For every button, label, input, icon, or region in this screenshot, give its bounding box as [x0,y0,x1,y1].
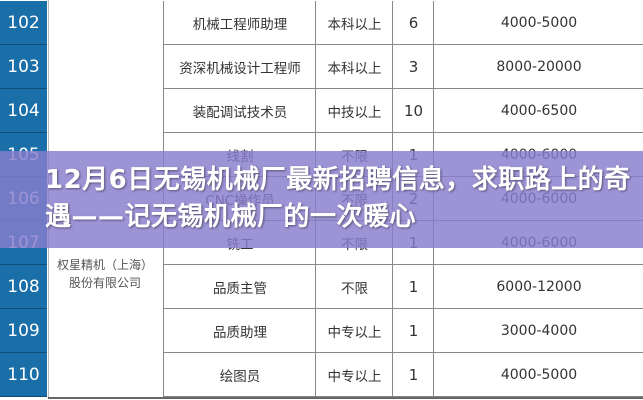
title-banner [0,151,643,248]
table-row: 104 装配调试技术员 中技以上 10 4000-6500 [0,89,643,133]
count-cell: 1 [392,265,434,309]
salary-cell: 4000-5000 [433,353,643,397]
salary-cell: 4000-5000 [433,1,643,45]
row-number: 108 [0,265,47,309]
table-row: 102 机械工程师助理 本科以上 6 4000-5000 [0,1,643,45]
row-number: 103 [0,45,47,89]
row-number: 104 [0,89,47,133]
article-title: 12月6日无锡机械厂最新招聘信息，求职路上的奇遇——记无锡机械厂的一次暖心 [45,165,631,232]
position-cell: 装配调试技术员 [163,89,316,133]
table-bottom-border [48,397,643,399]
education-cell: 中专以上 [315,309,393,353]
position-cell: 品质助理 [163,309,316,353]
education-cell: 不限 [315,265,393,309]
count-cell: 3 [392,45,434,89]
count-cell: 1 [392,353,434,397]
table-row: 110 绘图员 中专以上 1 4000-5000 [0,353,643,397]
row-number: 110 [0,353,47,397]
position-cell: 品质主管 [163,265,316,309]
count-cell: 10 [392,89,434,133]
salary-cell: 6000-12000 [433,265,643,309]
table-row: 108 品质主管 不限 1 6000-12000 [0,265,643,309]
count-cell: 6 [392,1,434,45]
table-row: 109 品质助理 中专以上 1 3000-4000 [0,309,643,353]
row-number: 102 [0,1,47,45]
position-cell: 机械工程师助理 [163,1,316,45]
education-cell: 本科以上 [315,45,393,89]
company-name: 权星精机（上海）股份有限公司 [56,258,153,290]
position-cell: 资深机械设计工程师 [163,45,316,89]
education-cell: 中专以上 [315,353,393,397]
salary-cell: 8000-20000 [433,45,643,89]
salary-cell: 3000-4000 [433,309,643,353]
table-row: 103 资深机械设计工程师 本科以上 3 8000-20000 [0,45,643,89]
education-cell: 本科以上 [315,1,393,45]
position-cell: 绘图员 [163,353,316,397]
count-cell: 1 [392,309,434,353]
education-cell: 中技以上 [315,89,393,133]
salary-cell: 4000-6500 [433,89,643,133]
row-number: 109 [0,309,47,353]
